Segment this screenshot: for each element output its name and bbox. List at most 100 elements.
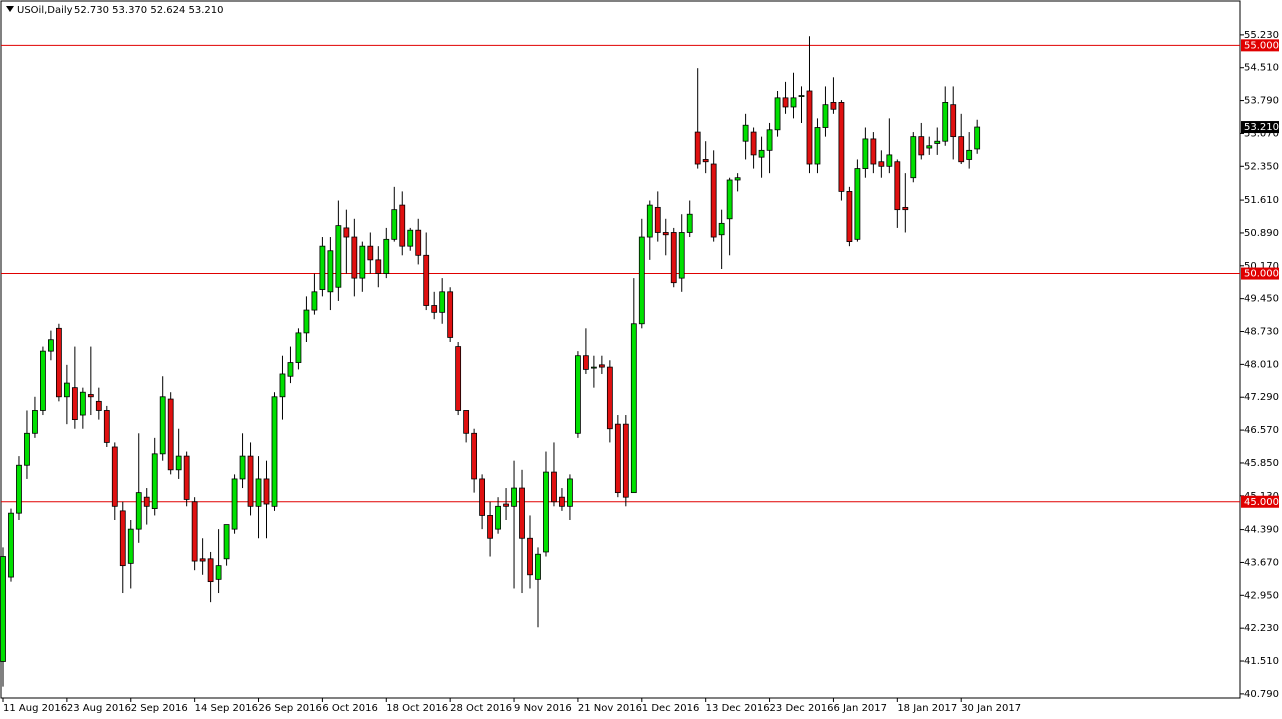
candle-body [207, 558, 214, 583]
candle-body [335, 225, 342, 288]
candle-body [255, 478, 262, 507]
y-tick-label: 55.230 [1244, 30, 1279, 41]
candle-body [734, 177, 741, 181]
candle-body [966, 149, 973, 160]
candle-body [622, 423, 629, 498]
x-tick-label: 28 Oct 2016 [450, 703, 512, 714]
candle-body [359, 245, 366, 279]
x-tick-label: 26 Sep 2016 [259, 703, 322, 714]
candle-body [630, 323, 637, 494]
candle-body [391, 209, 398, 240]
candle-body [463, 410, 470, 434]
candle-body [32, 410, 38, 434]
candle-body [646, 204, 653, 238]
candle-body [670, 232, 677, 284]
candle-body [814, 127, 821, 165]
candle-body [926, 145, 933, 149]
candle-body [774, 97, 781, 131]
candle-body [958, 136, 965, 163]
chart-title: USOil,Daily [17, 5, 73, 16]
y-tick-label: 43.670 [1244, 557, 1279, 568]
y-tick-label: 52.350 [1244, 161, 1279, 172]
candle-body [614, 423, 621, 494]
candle-body [215, 565, 222, 580]
quote: 52.730 53.370 52.624 53.210 [74, 5, 224, 16]
candle-body [742, 124, 749, 142]
candle-body [159, 396, 166, 455]
candle-body [686, 213, 693, 233]
candle-body [638, 236, 645, 325]
candle-body [511, 487, 517, 507]
y-tick-label: 47.290 [1244, 392, 1279, 403]
candle-body [399, 204, 406, 247]
candle-body [40, 350, 46, 411]
level-label: 45.000 [1244, 497, 1279, 508]
candle-body [583, 355, 589, 370]
candle-body [327, 250, 334, 293]
candle-body [8, 512, 14, 578]
candle-body [662, 232, 669, 236]
level-tag [1241, 495, 1279, 508]
y-tick-label: 51.610 [1244, 195, 1279, 206]
candle-body [886, 154, 893, 167]
y-tick-label: 41.510 [1244, 656, 1279, 667]
candle-body [606, 366, 613, 430]
y-tick-label: 49.450 [1244, 294, 1279, 305]
candle-body [894, 161, 901, 211]
x-tick-label: 11 Aug 2016 [3, 703, 67, 714]
candle-body [782, 97, 789, 108]
candle-body [191, 501, 198, 562]
price-label: 53.210 [1244, 122, 1279, 133]
candle-body [718, 222, 725, 236]
candle-body [415, 229, 422, 256]
candle-body [519, 487, 525, 539]
x-tick-label: 23 Dec 2016 [770, 703, 834, 714]
x-tick-label: 13 Dec 2016 [706, 703, 770, 714]
x-tick-label: 30 Jan 2017 [961, 703, 1021, 714]
candle-body [535, 553, 541, 580]
candle-body [758, 149, 765, 158]
candle-body [678, 232, 685, 279]
candle-body [447, 291, 454, 338]
candle-body [279, 373, 286, 398]
candle-body [239, 455, 246, 480]
candle-body [167, 398, 174, 471]
candle-body [846, 191, 853, 243]
candle-body [503, 503, 509, 507]
candle-body [694, 131, 701, 165]
candle-body [55, 327, 62, 398]
candle-body [822, 104, 829, 128]
candle-body [654, 206, 661, 233]
candle-body [798, 95, 805, 97]
candle-body [702, 159, 709, 163]
y-tick-label: 53.070 [1244, 128, 1279, 139]
candle-body [838, 102, 845, 192]
candle-body [367, 245, 374, 261]
candle-body [343, 227, 350, 238]
price-tag [1241, 121, 1279, 134]
candle-body [71, 387, 78, 421]
symbol-icon [6, 6, 14, 12]
candle-body [918, 136, 925, 156]
candle-body [127, 528, 134, 564]
candle-body [870, 138, 877, 165]
candle-body [862, 138, 869, 169]
candle-body [974, 126, 981, 150]
candle-body [551, 471, 557, 503]
y-tick-label: 48.730 [1244, 327, 1279, 338]
x-tick-label: 1 Dec 2016 [642, 703, 700, 714]
candle-body [87, 394, 94, 398]
candle-body [183, 455, 190, 500]
candle-body [319, 245, 326, 290]
candle-body [247, 455, 254, 507]
candle-body [407, 229, 414, 247]
y-tick-label: 50.890 [1244, 228, 1279, 239]
x-tick-label: 9 Nov 2016 [514, 703, 572, 714]
plot-frame [0, 0, 1241, 699]
candle-body [95, 400, 102, 411]
x-tick-label: 2 Sep 2016 [131, 703, 188, 714]
candle-body [103, 410, 110, 443]
y-tick-label: 53.790 [1244, 96, 1279, 107]
x-tick-label: 21 Nov 2016 [578, 703, 642, 714]
